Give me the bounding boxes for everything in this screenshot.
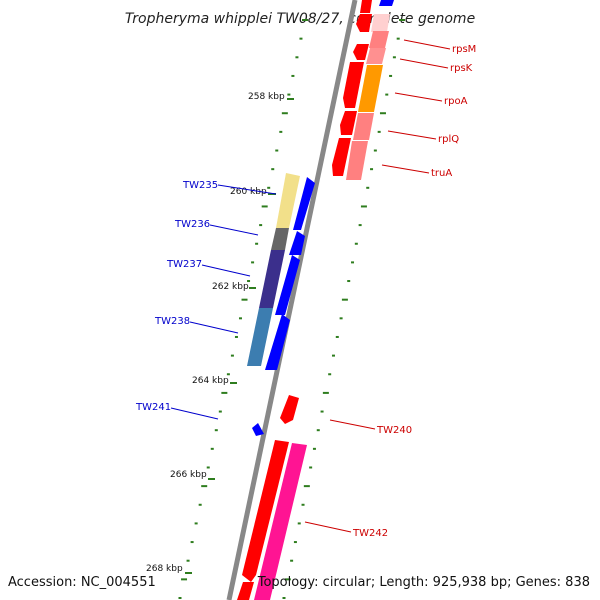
gene-arrow[interactable] [340,111,357,135]
gene-arrow[interactable] [369,31,389,48]
gene-arrow[interactable] [242,440,289,582]
gene-arrow[interactable] [379,0,394,6]
gene-arrow[interactable] [360,0,372,13]
gene-arrow[interactable] [346,141,368,180]
left-track-genes [247,173,300,366]
gene-label-tw235[interactable]: TW235 [182,180,218,191]
gene-arrow[interactable] [237,582,254,600]
gene-label-tw242[interactable]: TW242 [352,528,388,539]
gene-arrow[interactable] [371,14,390,32]
gene-label-rplq[interactable]: rplQ [438,134,459,145]
map-title: Tropheryma whipplei TW08/27, complete ge… [125,11,475,27]
right-gene-labels: rpsM rpsK rpoA rplQ truA TW240 TW242 [304,39,476,539]
gene-arrow[interactable] [275,255,300,315]
gene-arrow[interactable] [356,14,372,32]
gene-arrow[interactable] [276,173,300,228]
gene-label-rpsk[interactable]: rpsK [450,63,473,74]
gene-arrow[interactable] [265,314,290,370]
gene-arrow[interactable] [353,44,369,60]
gene-arrow[interactable] [252,423,264,436]
scale-label: 264 kbp [192,376,229,386]
genome-backbone [226,0,361,600]
gene-arrow[interactable] [343,62,364,108]
gene-label-tw238[interactable]: TW238 [154,316,190,327]
left-gene-labels: TW235 TW236 TW237 TW238 TW241 [135,180,277,420]
gene-arrow[interactable] [271,228,289,250]
scale-label: 266 kbp [170,470,207,480]
accession-text: Accession: NC_004551 [8,575,156,590]
gene-label-rpsm[interactable]: rpsM [452,44,476,55]
gene-label-rpoa[interactable]: rpoA [444,96,468,107]
gene-arrow[interactable] [366,48,386,64]
gene-arrow[interactable] [332,138,351,176]
scale-label: 260 kbp [230,187,267,197]
forward-genes [252,177,315,436]
gene-arrow[interactable] [280,395,299,424]
scale-label: 262 kbp [212,282,249,292]
gene-arrow[interactable] [259,250,285,308]
gene-arrow[interactable] [293,177,315,230]
scale-label: 268 kbp [146,564,183,574]
scale-labels: 258 kbp 260 kbp 262 kbp 264 kbp 266 kbp … [146,92,294,574]
gene-label-tw240[interactable]: TW240 [376,425,412,436]
reverse-genes-top [332,0,394,180]
gene-arrow[interactable] [353,113,374,140]
gene-arrow[interactable] [358,65,383,112]
gene-label-tw241[interactable]: TW241 [135,402,171,413]
topology-text: Topology: circular; Length: 925,938 bp; … [257,575,590,590]
gene-label-tw237[interactable]: TW237 [166,259,202,270]
gene-label-trua[interactable]: truA [431,168,452,179]
gene-label-tw236[interactable]: TW236 [174,219,210,230]
scale-label: 258 kbp [248,92,285,102]
tick-marks [178,19,405,599]
reverse-genes-bottom [237,395,307,600]
gene-arrow[interactable] [254,443,307,600]
gene-arrow[interactable] [247,308,273,366]
gene-arrow[interactable] [289,231,305,255]
